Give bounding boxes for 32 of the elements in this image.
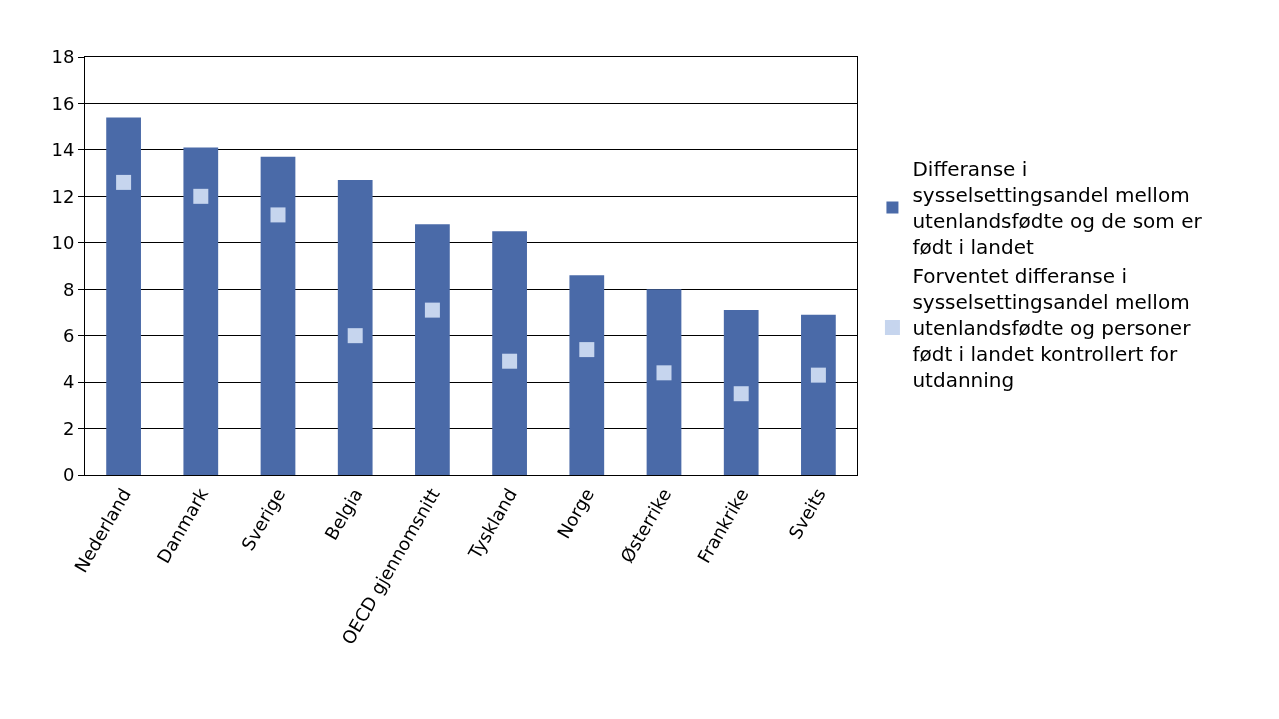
- point: [502, 353, 518, 369]
- y-tick-label: 14: [51, 139, 75, 161]
- point: [656, 365, 672, 381]
- point: [733, 386, 749, 402]
- y-tick-label: 6: [62, 324, 75, 346]
- y-tick-label: 16: [51, 92, 75, 114]
- bar: [260, 156, 296, 475]
- y-tick-label: 0: [62, 464, 75, 486]
- legend-label: Forventet differanse i sysselsettingsandel mellom utenlandsfødte og personer født i landet kontrollert for utdanning: [912, 264, 1192, 393]
- bar: [569, 275, 605, 475]
- point: [270, 207, 286, 223]
- bar: [183, 147, 219, 475]
- bar: [492, 231, 527, 475]
- y-tick-label: 8: [62, 278, 75, 300]
- point: [810, 367, 826, 383]
- bar: [801, 314, 836, 475]
- y-tick-label: 4: [62, 371, 75, 393]
- point: [193, 188, 209, 204]
- y-tick-label: 12: [51, 185, 75, 207]
- point: [424, 302, 440, 318]
- point: [116, 174, 132, 190]
- y-tick-label: 2: [62, 417, 75, 439]
- bar: [723, 310, 759, 475]
- y-tick-label: 10: [51, 232, 75, 254]
- bar: [106, 117, 141, 475]
- bar: [337, 180, 373, 475]
- bar: [415, 224, 450, 475]
- y-tick-label: 18: [51, 46, 75, 68]
- legend-label: Differanse i sysselsettingsandel mellom utenlandsfødte og de som er født i landet: [912, 157, 1203, 260]
- bar: [646, 289, 682, 475]
- point: [579, 342, 595, 358]
- point: [347, 328, 363, 344]
